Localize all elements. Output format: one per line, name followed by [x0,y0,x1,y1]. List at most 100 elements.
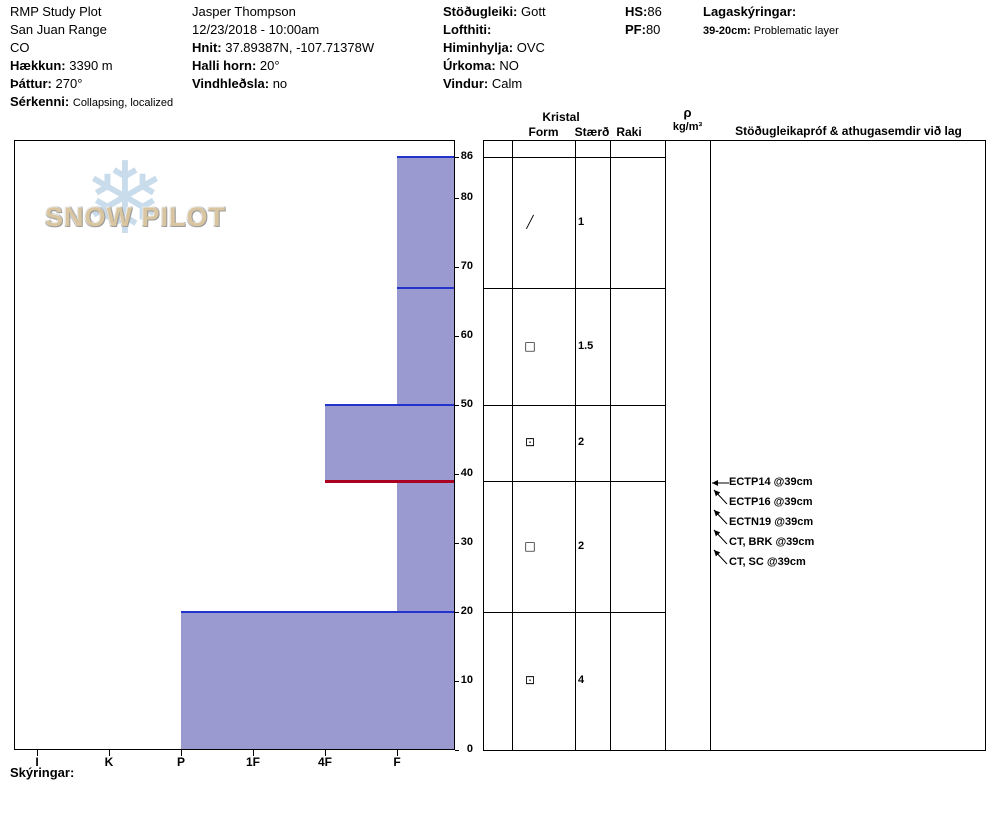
hardness-tick [397,750,398,756]
snow-layer-bar [397,481,455,613]
depth-tick [455,198,459,200]
depth-tick-label: 80 [460,191,473,204]
depth-tick [455,267,459,269]
state-name: CO [10,40,30,55]
layer-boundary-line [397,287,455,289]
stability-test-label: CT, BRK @39cm [729,536,815,548]
problem-layer-line [325,480,455,484]
depth-tick-label: 0 [466,743,473,755]
hardness-tick [181,750,182,756]
density-unit-header: kg/m³ [672,121,703,133]
table-row-line [483,612,665,614]
depth-tick-label: 50 [460,398,473,411]
depth-tick [455,681,459,683]
layer-boundary-line [181,611,455,614]
wind: Vindur: Calm [443,76,523,91]
hardness-tick-label: I [35,755,39,769]
snow-layer-bar [325,405,455,482]
stability-test-label: ECTP16 @39cm [729,496,813,508]
depth-tick [455,157,459,158]
total-snow-height: HS:86 [625,4,662,19]
depth-tick-label: 30 [460,536,473,549]
hardness-tick [37,750,38,756]
wind-loading: Vindhleðsla: no [192,76,288,91]
table-row-line [483,405,665,407]
table-gridline [985,140,986,750]
elevation: Hækkun: 3390 m [10,58,113,73]
crystal-form-symbol: □ [524,338,536,353]
precipitation: Úrkoma: NO [443,58,519,73]
stability-tests-header: Stöðugleikapróf & athugasemdir við lag [735,124,962,138]
stability-test-label: ECTN19 @39cm [729,516,814,528]
table-gridline [483,140,484,750]
depth-tick-label: 20 [460,605,473,618]
stability-rating: Stöðugleiki: Gott [443,4,546,19]
depth-tick-label: 60 [460,329,473,342]
hardness-tick-label: K [104,755,114,769]
observation-datetime: 12/23/2018 - 10:00am [192,22,320,37]
table-gridline [575,140,576,750]
table-gridline [483,140,986,141]
crystal-form-symbol: □ [524,538,536,553]
crystal-form-symbol: ⊡ [524,673,536,688]
crystal-form-symbol: ╱ [526,214,534,229]
crystal-size-value: 1.5 [578,339,594,352]
table-gridline [512,140,513,750]
table-row-line [483,288,665,289]
hardness-tick-label: P [176,755,185,769]
moisture-column-header: Raki [616,125,642,139]
crystal-size-value: 4 [578,674,585,687]
crystal-size-value: 2 [578,539,585,552]
observer-name: Jasper Thompson [192,4,296,19]
depth-tick [455,474,459,476]
test-arrow [713,509,728,525]
hardness-tick [109,750,110,756]
snow-layer-bar [397,157,455,288]
air-temperature: Lofthiti: [443,22,492,37]
pit-floor-depth: PF:80 [625,22,661,37]
depth-tick [455,405,459,407]
crystal-header: Kristal [542,110,580,124]
snow-layer-bar [397,288,455,406]
study-plot-name: RMP Study Plot [10,4,102,19]
table-gridline [710,140,711,750]
depth-tick [455,336,459,338]
crystal-form-symbol: ⊡ [524,435,536,450]
size-column-header: Stærð [574,125,610,139]
crystal-size-value: 2 [578,436,585,449]
density-symbol-header: ρ [683,105,692,120]
table-gridline [483,750,986,751]
hardness-tick-label: 4F [317,755,332,769]
depth-tick-label: 10 [460,674,473,687]
depth-tick-label: 40 [460,467,473,480]
stability-test-label: ECTP14 @39cm [729,476,813,488]
depth-tick [455,750,459,751]
pit-notes: Sérkenni: Collapsing, localized [10,94,174,109]
depth-tick [455,543,459,545]
table-row-line [483,157,665,158]
layer-note: 39-20cm: Problematic layer [703,25,839,37]
form-column-header: Form [528,125,559,139]
table-gridline [610,140,611,750]
hardness-tick [253,750,254,756]
layer-boundary-line [325,404,455,407]
range-name: San Juan Range [10,22,107,37]
test-arrow [713,549,728,565]
depth-tick-label: 70 [460,260,473,273]
logo-text: SNOW PILOT [45,202,227,232]
hardness-tick [325,750,326,756]
stability-test-label: CT, SC @39cm [729,556,806,568]
layer-boundary-line [397,156,455,158]
snow-layer-bar [181,612,455,750]
test-arrow [713,529,728,545]
legend-title: Skýringar: [10,765,75,780]
slope-angle: Halli horn: 20° [192,58,280,73]
snowflake-icon: ❄ [83,140,167,257]
table-gridline [665,140,666,750]
snowpilot-logo: ❄ SNOW PILOT [45,144,245,273]
layer-notes-title: Lagaskýringar: [703,4,797,19]
table-row-line [483,481,665,483]
hardness-tick-label: 1F [245,755,260,769]
coordinates: Hnit: 37.89387N, -107.71378W [192,40,375,55]
crystal-size-value: 1 [578,215,585,228]
